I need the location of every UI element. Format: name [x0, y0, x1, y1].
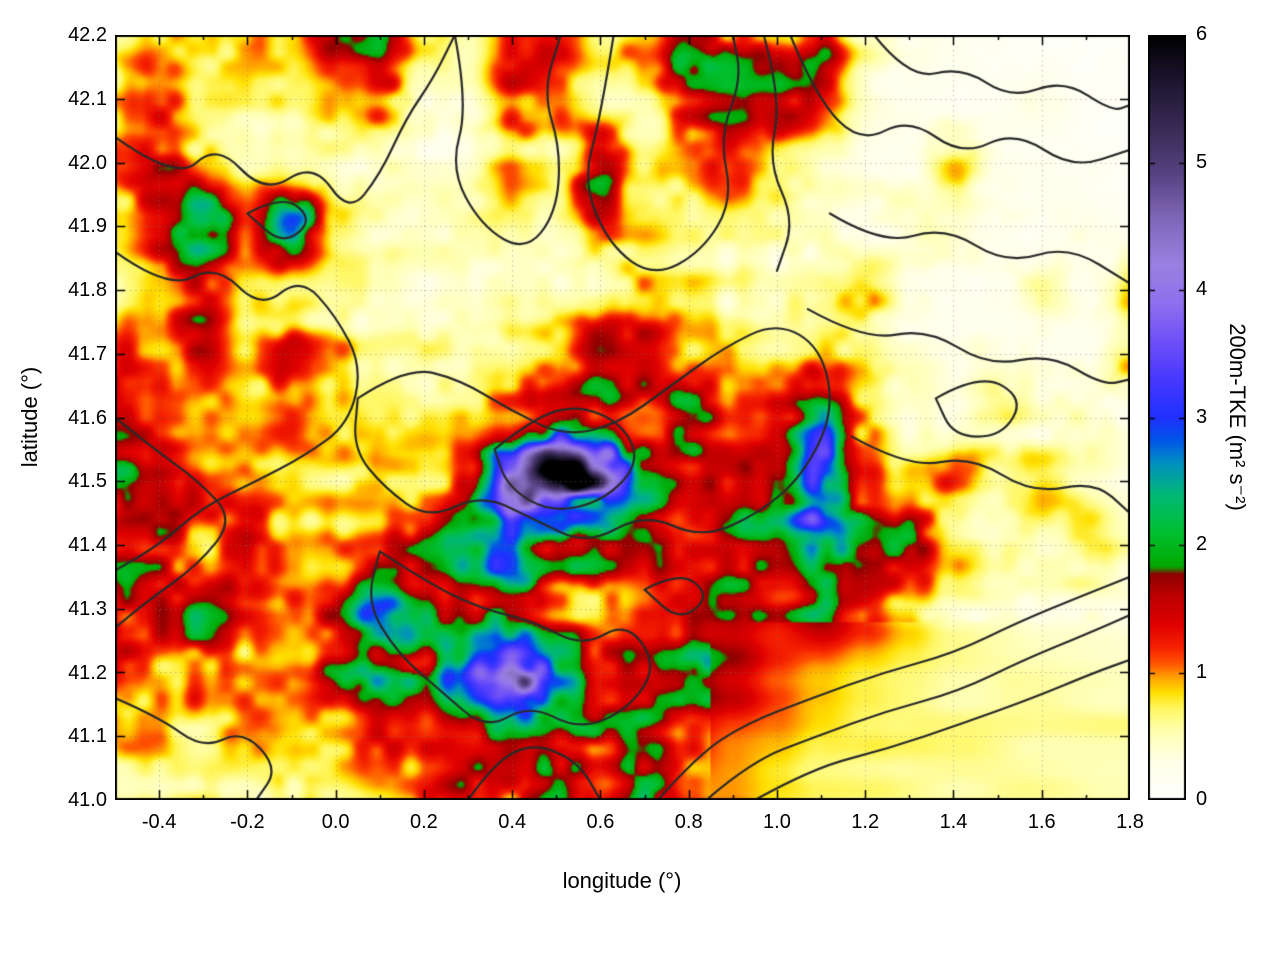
- y-tick-label: 41.3: [68, 597, 107, 620]
- y-tick-label: 41.4: [68, 534, 107, 556]
- colorbar-tick-label: 6: [1196, 23, 1208, 45]
- x-tick-label: 1.6: [1027, 811, 1056, 833]
- x-tick-label: 0.8: [674, 811, 703, 833]
- x-axis-label: longitude (°): [562, 868, 682, 893]
- y-tick-label: 42.2: [68, 24, 107, 46]
- colorbar-tick-label: 3: [1196, 405, 1208, 428]
- y-tick-label: 41.9: [68, 215, 107, 238]
- y-tick-label: 42.0: [68, 151, 107, 174]
- colorbar-tick-label: 2: [1196, 533, 1208, 555]
- colorbar-tick-label: 4: [1196, 278, 1208, 300]
- x-tick-label: 0.0: [321, 811, 350, 833]
- x-tick-label: 1.8: [1116, 811, 1144, 833]
- x-tick-label: 1.0: [763, 811, 791, 833]
- colorbar-tick-label: 1: [1196, 660, 1208, 683]
- y-tick-label: 41.0: [68, 789, 107, 811]
- x-tick-label: 0.6: [586, 811, 615, 833]
- x-tick-label: -0.4: [141, 811, 177, 833]
- y-tick-label: 41.8: [68, 279, 107, 301]
- y-axis-label: latitude (°): [17, 366, 42, 468]
- colorbar-tick-label: 5: [1196, 150, 1208, 173]
- x-tick-label: 1.4: [939, 811, 968, 833]
- y-tick-label: 41.5: [68, 470, 107, 493]
- y-tick-label: 41.7: [68, 342, 107, 365]
- y-tick-label: 41.1: [68, 725, 107, 748]
- x-tick-label: 0.4: [498, 811, 527, 833]
- y-tick-label: 41.2: [68, 661, 107, 684]
- y-tick-label: 42.1: [68, 87, 107, 110]
- colorbar: [1148, 35, 1186, 800]
- x-tick-label: 0.2: [410, 811, 438, 833]
- colorbar-tick-label: 0: [1196, 788, 1208, 810]
- x-tick-label: -0.2: [230, 811, 265, 833]
- heatmap-plot-area: [115, 35, 1130, 800]
- y-tick-label: 41.6: [68, 406, 107, 429]
- x-tick-label: 1.2: [851, 811, 880, 833]
